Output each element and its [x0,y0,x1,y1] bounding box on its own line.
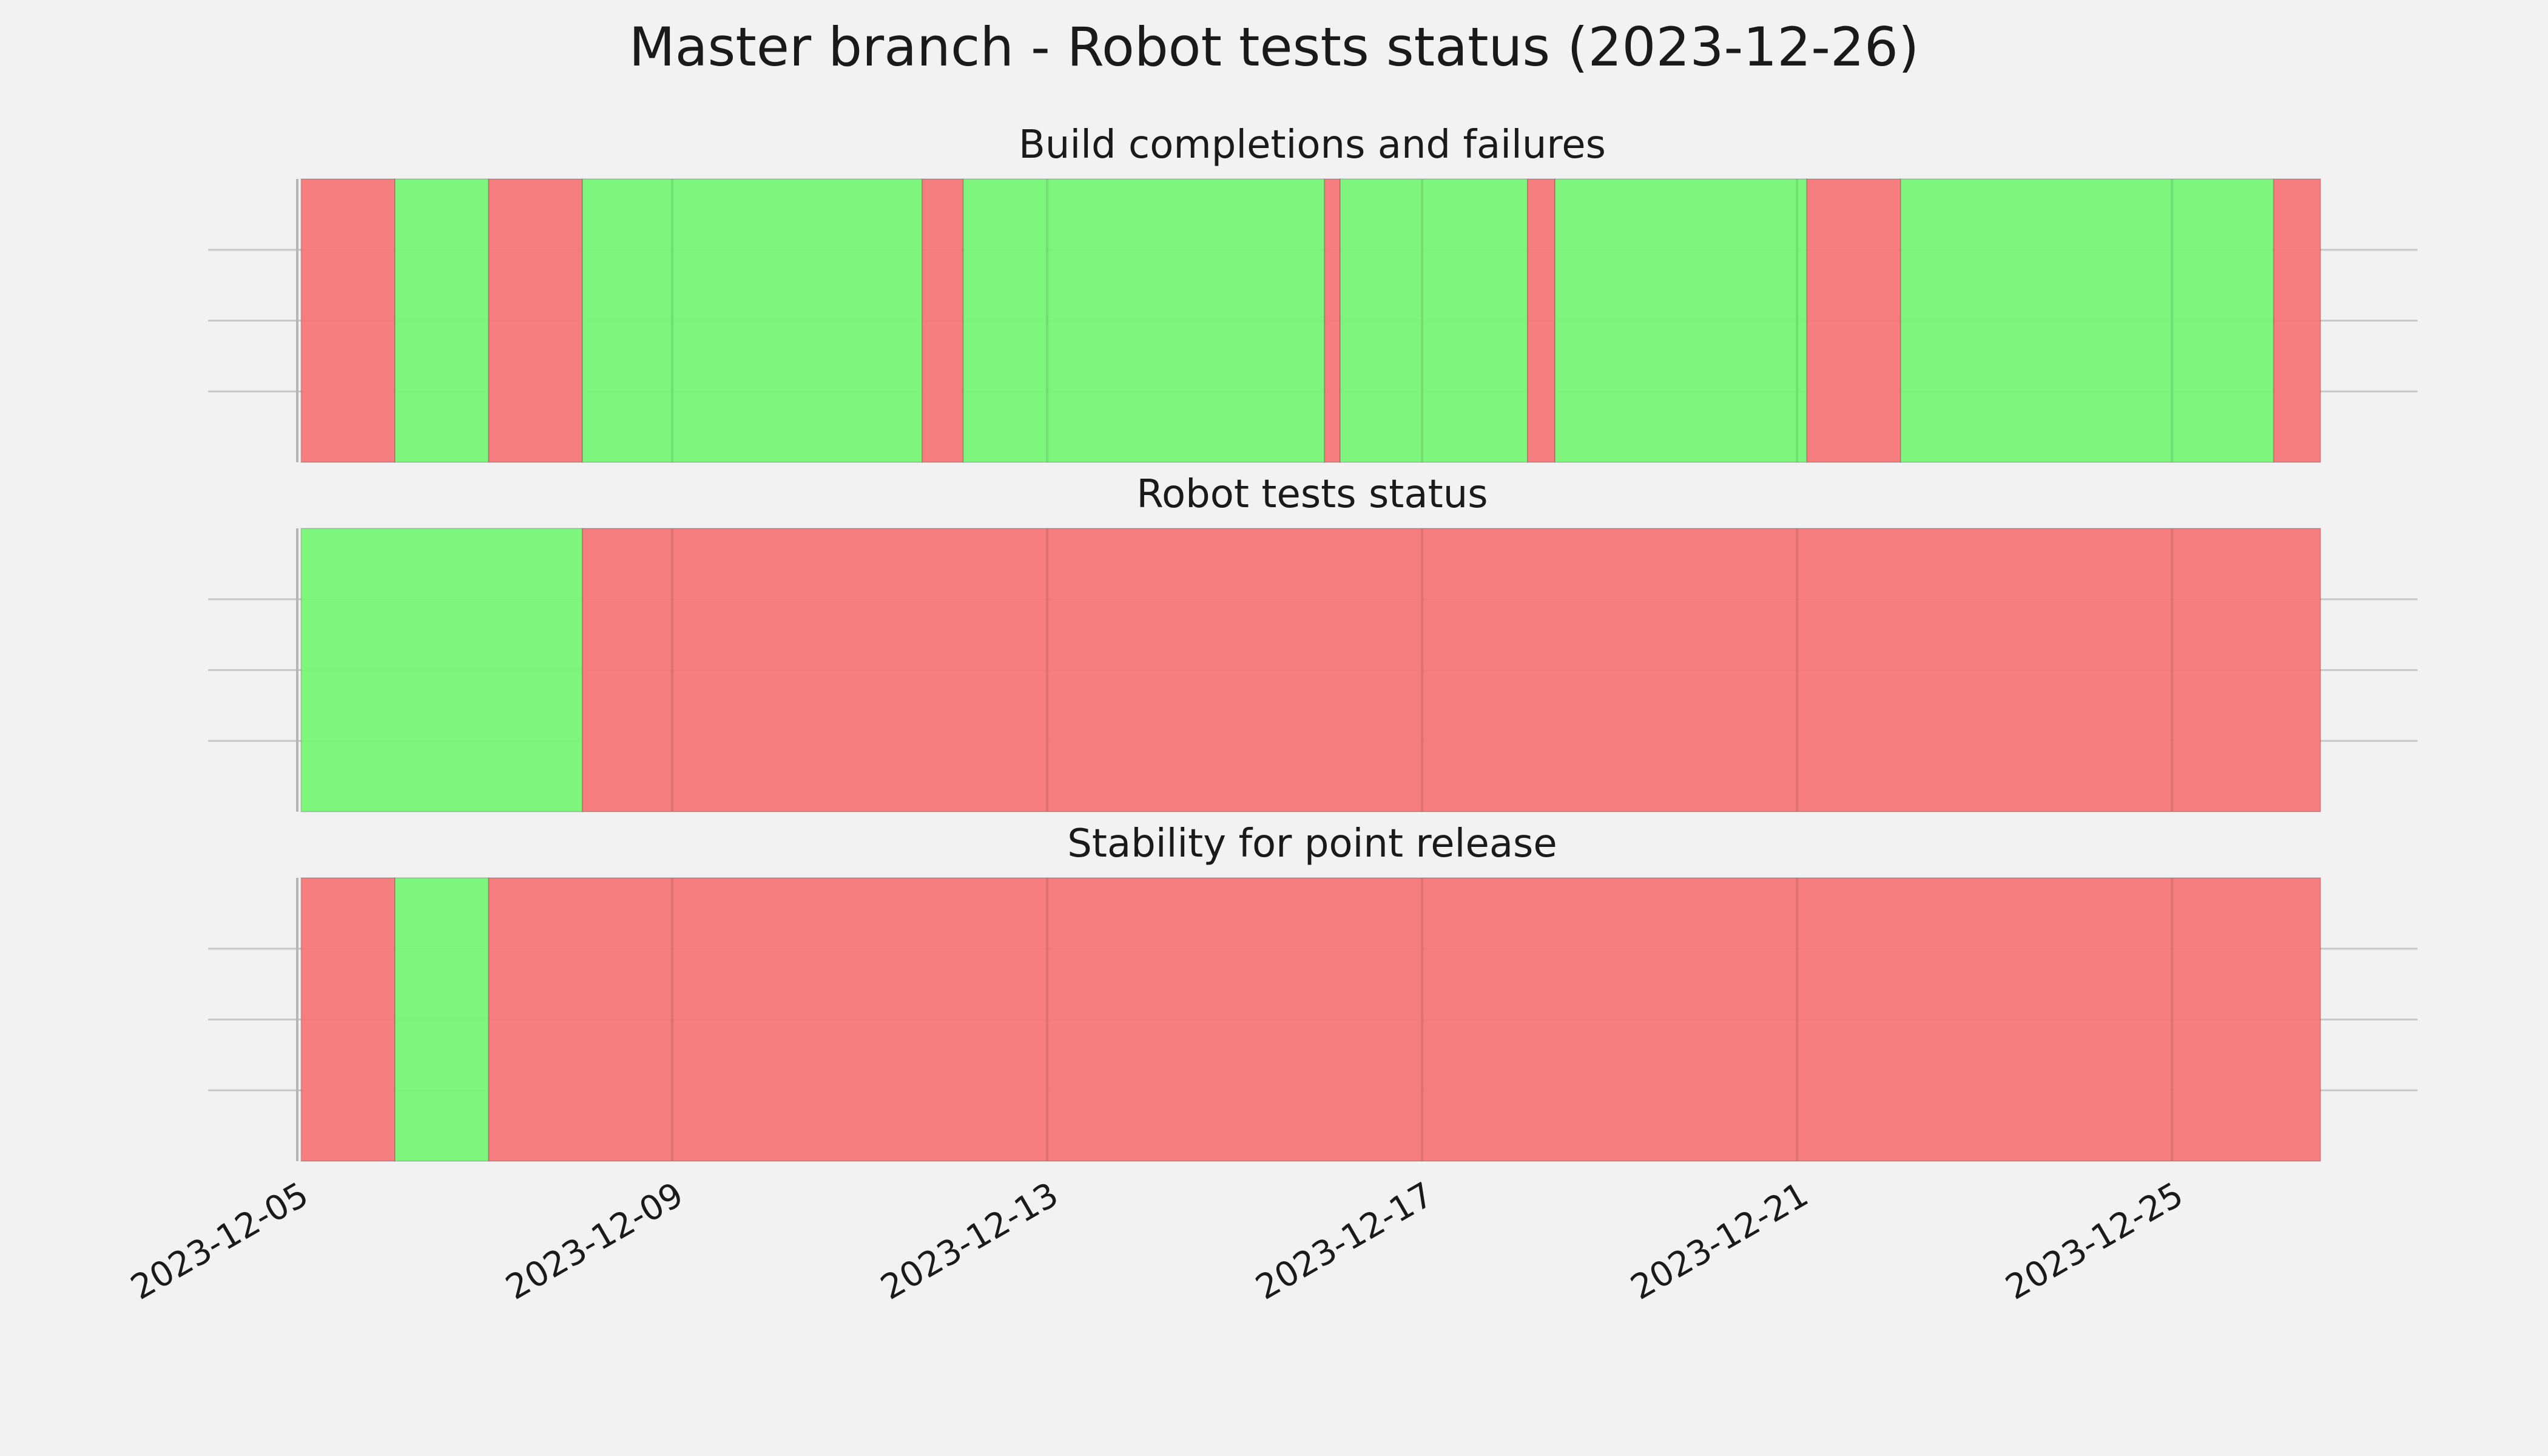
chart-title: Master branch - Robot tests status (2023… [629,16,1919,78]
x-tick-label: 2023-12-09 [499,1175,690,1308]
status-segment-pass [962,178,1326,463]
panel-title: Stability for point release [1067,821,1557,866]
status-segment-pass [394,178,490,463]
status-segment-fail [2273,178,2321,463]
panel-title: Robot tests status [1136,472,1488,517]
status-segment-pass [1554,178,1808,463]
x-tick-label: 2023-12-21 [1624,1175,1815,1308]
status-segment-fail [1324,178,1341,463]
x-tick-label: 2023-12-17 [1249,1175,1440,1308]
x-tick-label: 2023-12-25 [1999,1175,2189,1308]
status-segment-pass [581,178,923,463]
status-segment-pass [394,877,490,1162]
status-segment-pass [1899,178,2274,463]
status-segment-pass [300,528,583,812]
status-segment-fail [1806,178,1901,463]
panels: Build completions and failures Robot test… [208,123,2418,1162]
status-segment-fail [300,178,396,463]
status-segment-fail [581,528,2322,812]
panel-title: Build completions and failures [1019,123,1606,167]
x-axis: 2023-12-05 2023-12-09 2023-12-13 2023-12-17… [124,1175,2190,1308]
status-segment-fail [300,877,396,1162]
x-tick-label: 2023-12-13 [874,1175,1065,1308]
status-segment-fail [488,178,583,463]
status-segment-fail [488,877,2322,1162]
panel-2: Robot tests status [208,472,2418,812]
status-segment-pass [1340,178,1529,463]
panel-3: Stability for point release [208,821,2418,1162]
x-tick-label: 2023-12-05 [124,1175,315,1308]
panel-1: Build completions and failures [208,123,2418,463]
status-segment-fail [1527,178,1556,463]
status-segment-fail [922,178,964,463]
